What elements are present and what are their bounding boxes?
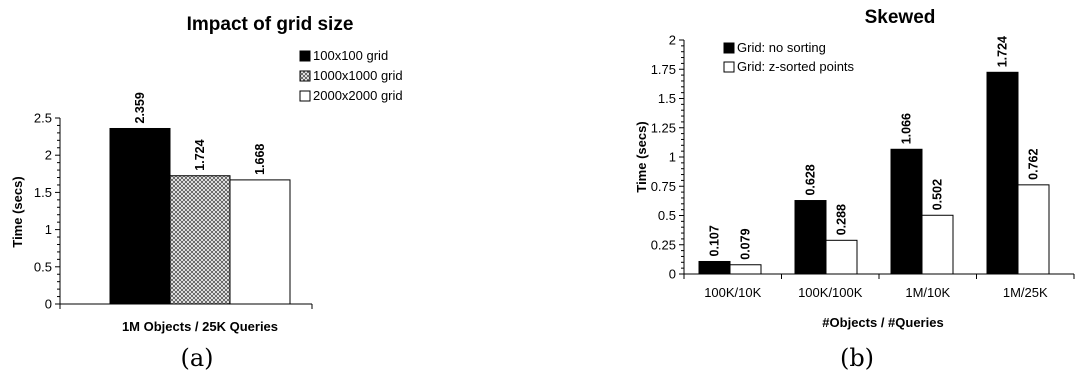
bar [921,214,954,275]
bar [109,127,171,305]
chart-a-title: Impact of grid size [187,14,354,35]
y-tick-label: 0.25 [651,237,676,252]
bar [890,148,923,275]
bar-value-label: 1.066 [900,113,914,144]
legend-label: 1000x1000 grid [313,68,403,83]
chart-a-y-axis-label: Time (secs) [10,176,25,247]
bar-value-label: 0.502 [931,179,945,210]
y-tick-label: 1.75 [651,62,676,77]
y-tick-label: 2 [669,33,676,48]
bar [729,264,762,275]
y-tick-label: 0 [45,297,52,312]
legend-label: Grid: no sorting [737,40,826,55]
legend-swatch [299,70,311,82]
y-tick-label: 0.75 [651,179,676,194]
bar-value-label: 0.762 [1027,149,1041,180]
bar-value-label: 1.724 [996,36,1010,67]
chart-b-caption: (b) [840,344,874,372]
x-tick-label: 100K/10K [704,285,761,300]
bar [1017,184,1050,275]
bar [698,260,731,275]
bar-value-label: 0.079 [739,228,753,259]
x-tick-label: 100K/100K [798,285,863,300]
y-tick-label: 2.5 [34,111,52,126]
bar-value-label: 0.288 [835,204,849,235]
legend-label: 100x100 grid [313,48,388,63]
y-tick-label: 0.5 [658,208,676,223]
y-tick-label: 2 [45,148,52,163]
legend-swatch [723,61,735,73]
bar [825,239,858,275]
bar [229,179,291,305]
legend-swatch [299,50,311,62]
chart-skewed: Skewed Time (secs) #Objects / #Queries (… [634,7,1075,372]
legend-label: 2000x2000 grid [313,88,403,103]
bar-value-label: 1.668 [253,144,267,175]
bar [169,175,231,305]
chart-grid-size: Impact of grid size Time (secs) 1M Objec… [10,14,403,372]
bar [986,71,1019,275]
chart-b-title: Skewed [865,7,936,28]
chart-a-caption: (a) [180,344,213,372]
bar-value-label: 2.359 [133,92,147,123]
x-tick-label: 1M/10K [905,285,950,300]
bar-value-label: 1.724 [193,139,207,170]
chart-b-y-axis-label: Time (secs) [634,121,649,192]
y-tick-label: 1.5 [34,185,52,200]
y-tick-label: 1 [45,222,52,237]
y-tick-label: 1.25 [651,120,676,135]
chart-b-x-axis-label: #Objects / #Queries [822,315,943,330]
x-tick-label: 1M/25K [1003,285,1048,300]
legend-label: Grid: z-sorted points [737,59,855,74]
y-tick-label: 0.5 [34,259,52,274]
bar-value-label: 0.628 [804,164,818,195]
y-tick-label: 0 [669,267,676,282]
legend-swatch [723,42,735,54]
legend-swatch [299,90,311,102]
chart-a-x-axis-label: 1M Objects / 25K Queries [122,319,278,334]
bar [794,200,827,275]
bar-value-label: 0.107 [708,225,722,256]
y-tick-label: 1.5 [658,91,676,106]
y-tick-label: 1 [669,150,676,165]
